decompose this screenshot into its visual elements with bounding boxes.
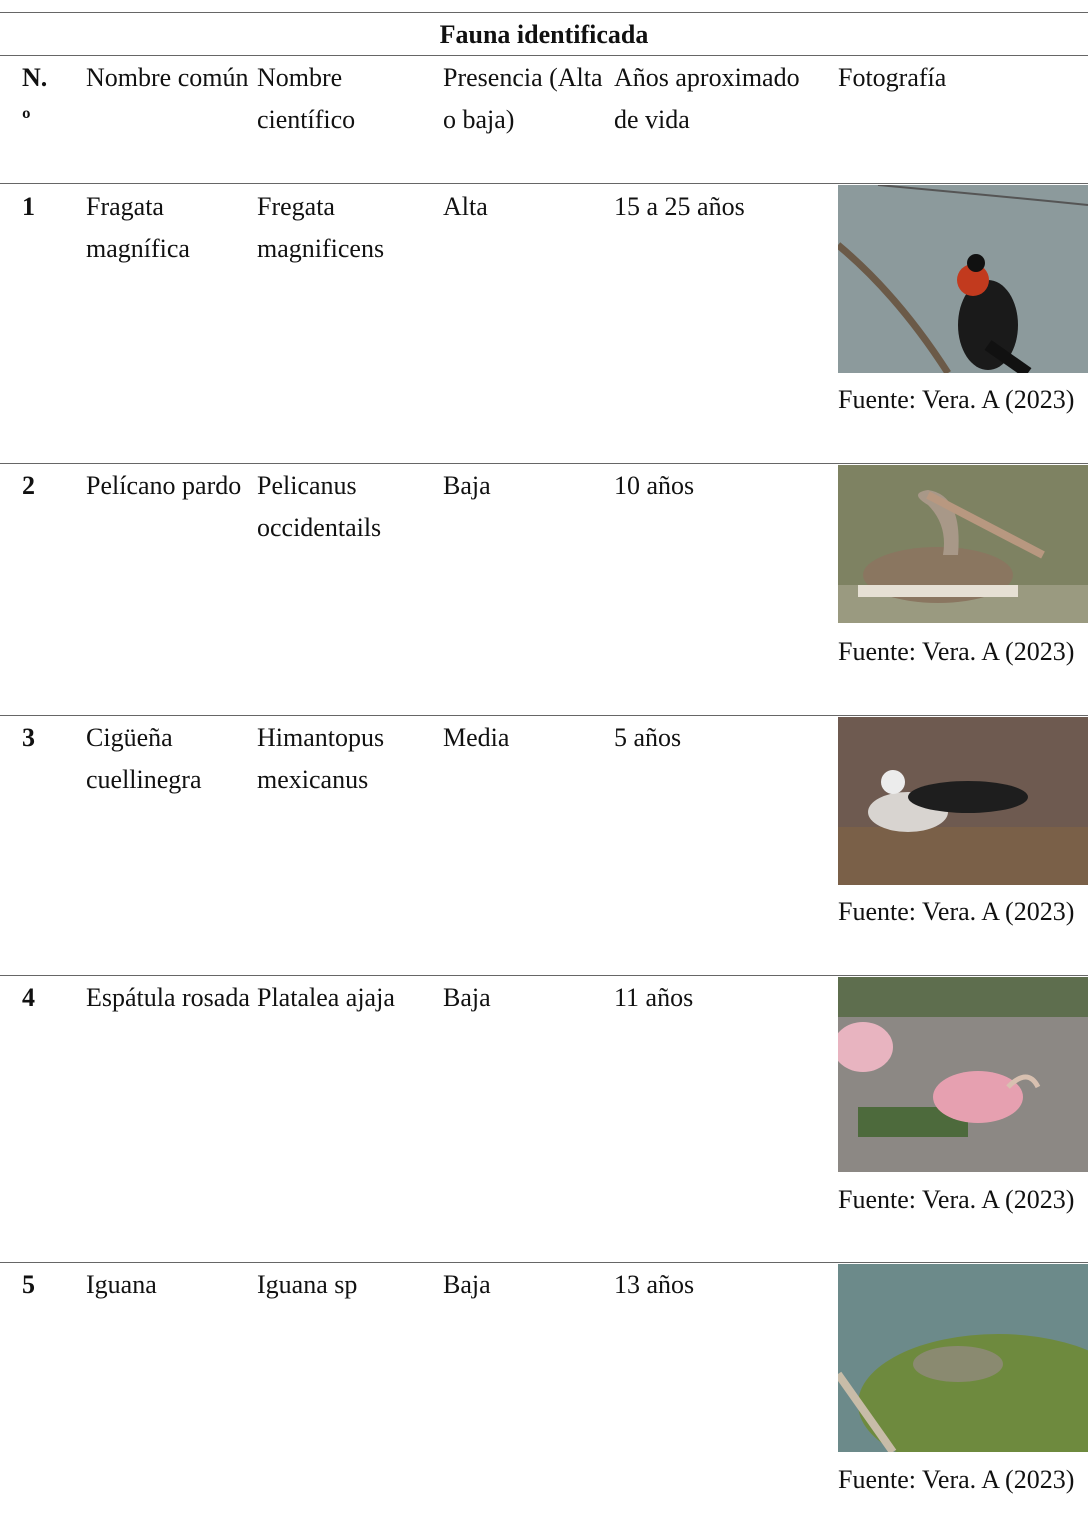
photo: [838, 717, 1088, 885]
cell-text: Iguana sp: [257, 1270, 358, 1299]
rule: [0, 715, 1088, 716]
photo: [838, 977, 1088, 1172]
cell-text: Pelícano pardo: [86, 471, 242, 500]
cell-text: Iguana: [86, 1270, 157, 1299]
row-number: 3: [22, 723, 35, 752]
rule: [0, 975, 1088, 976]
photo-caption: Fuente: Vera. A (2023): [838, 1185, 1075, 1214]
photo: [838, 465, 1088, 623]
photo-caption: Fuente: Vera. A (2023): [838, 1465, 1075, 1494]
row-number: 2: [22, 471, 35, 500]
header-cell: N.º: [22, 63, 48, 134]
row-number: 1: [22, 192, 35, 221]
header-cell: Presencia (Alta o baja): [443, 63, 603, 134]
photo-caption: Fuente: Vera. A (2023): [838, 637, 1075, 666]
cell-text: 11 años: [614, 983, 694, 1012]
rule: [0, 12, 1088, 13]
cell-text: Media: [443, 723, 510, 752]
cell-text: Pelicanus occidentails: [257, 471, 382, 542]
cell-text: 13 años: [614, 1270, 695, 1299]
photo: [838, 185, 1088, 373]
cell-text: Fragata magnífica: [86, 192, 190, 263]
header-cell: Nombre común: [86, 63, 249, 92]
table-title: Fauna identificada: [439, 20, 649, 49]
rule: [0, 55, 1088, 56]
cell-text: Alta: [443, 192, 488, 221]
rule: [0, 183, 1088, 184]
row-number: 5: [22, 1270, 35, 1299]
header-cell: Años aproximado de vida: [614, 63, 800, 134]
cell-text: Himantopus mexicanus: [257, 723, 385, 794]
cell-text: Espátula rosada: [86, 983, 250, 1012]
header-cell: Fotografía: [838, 63, 947, 92]
photo: [838, 1264, 1088, 1452]
rule: [0, 1262, 1088, 1263]
cell-text: Cigüeña cuellinegra: [86, 723, 202, 794]
cell-text: Baja: [443, 471, 491, 500]
cell-text: 10 años: [614, 471, 695, 500]
cell-text: Baja: [443, 1270, 491, 1299]
cell-text: 5 años: [614, 723, 682, 752]
row-number: 4: [22, 983, 35, 1012]
cell-text: Fregata magnificens: [257, 192, 385, 263]
rule: [0, 463, 1088, 464]
cell-text: Baja: [443, 983, 491, 1012]
photo-caption: Fuente: Vera. A (2023): [838, 897, 1075, 926]
cell-text: Platalea ajaja: [257, 983, 395, 1012]
cell-text: 15 a 25 años: [614, 192, 745, 221]
header-cell: Nombre científico: [257, 63, 356, 134]
photo-caption: Fuente: Vera. A (2023): [838, 385, 1075, 414]
